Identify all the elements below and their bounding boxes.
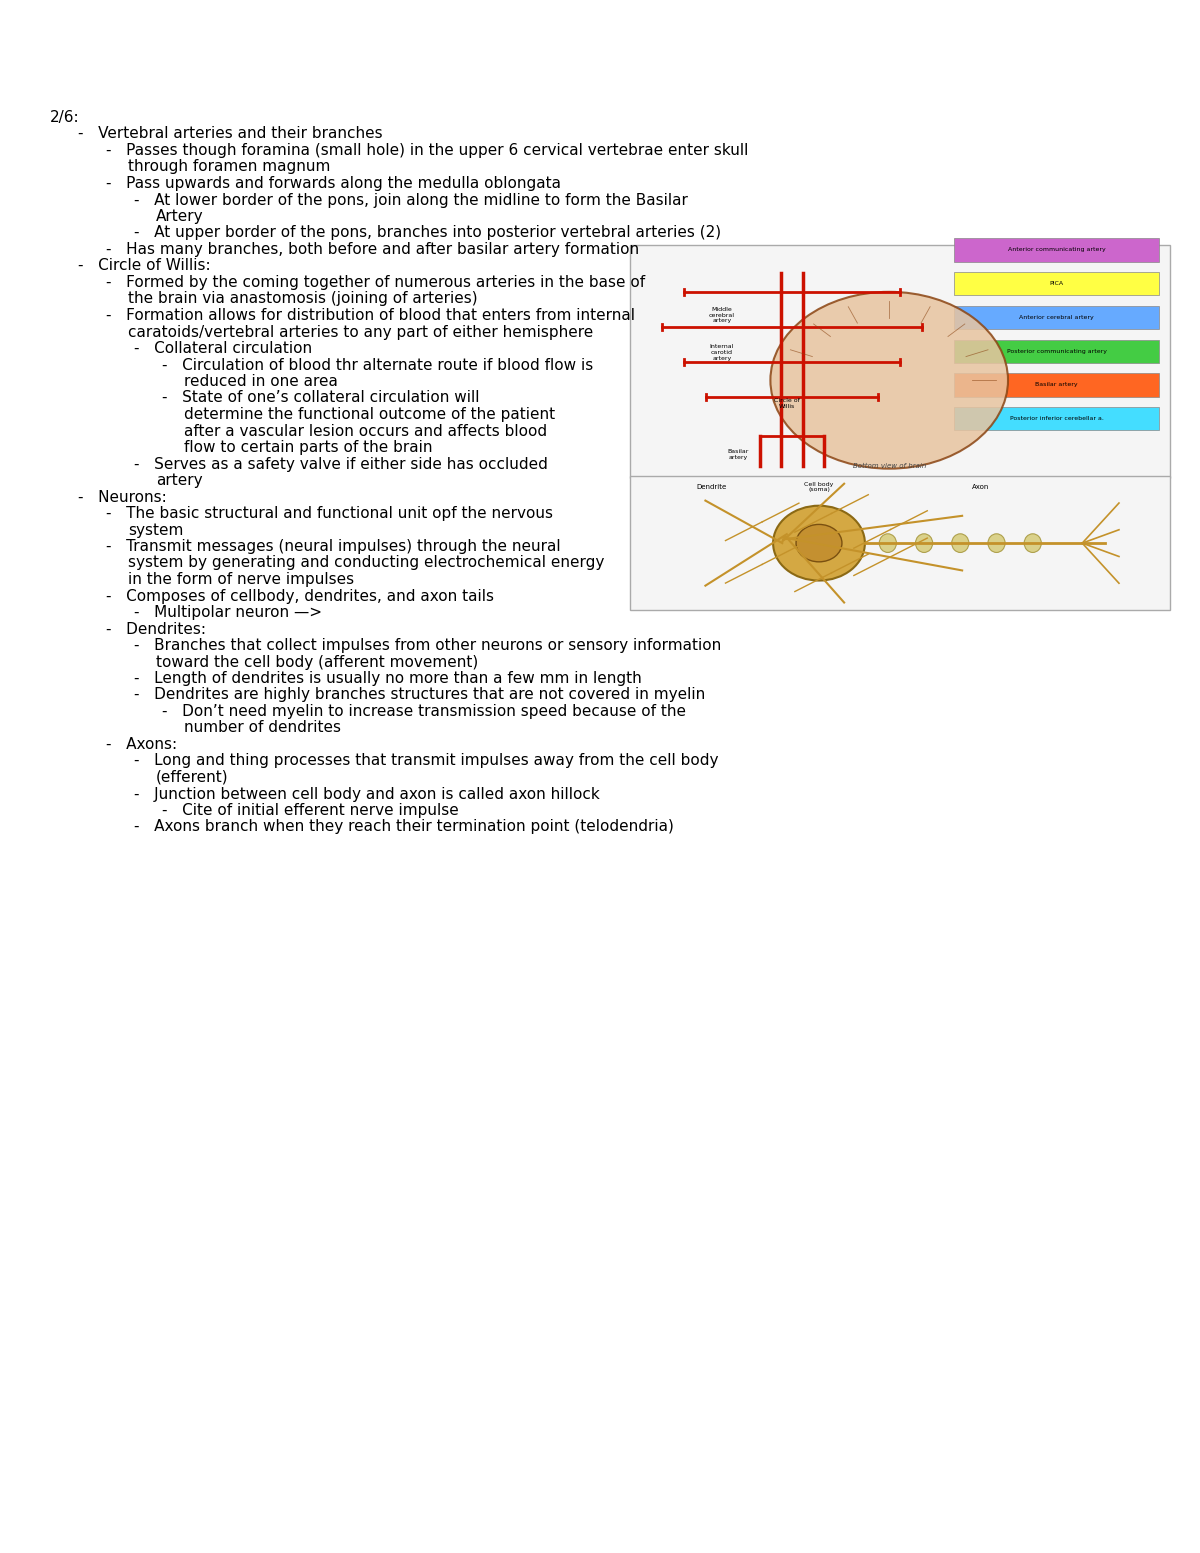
Text: Axon: Axon [972,485,990,491]
Text: Posterior inferior cerebellar a.: Posterior inferior cerebellar a. [1009,416,1104,421]
Text: -   Circle of Willis:: - Circle of Willis: [78,258,211,273]
Text: 2/6:: 2/6: [50,110,79,124]
Text: -   At upper border of the pons, branches into posterior vertebral arteries (2): - At upper border of the pons, branches … [134,225,721,241]
Text: Middle
cerebral
artery: Middle cerebral artery [709,307,734,323]
Text: Cell body
(soma): Cell body (soma) [804,481,834,492]
Text: -   Multipolar neuron —>: - Multipolar neuron —> [134,606,322,620]
FancyBboxPatch shape [954,238,1159,261]
Text: Dendrite: Dendrite [696,485,726,491]
Text: PICA: PICA [1050,281,1063,286]
Text: -   Don’t need myelin to increase transmission speed because of the: - Don’t need myelin to increase transmis… [162,704,686,719]
Text: artery: artery [156,474,203,488]
Text: Artery: Artery [156,210,204,224]
Text: -   State of one’s collateral circulation will: - State of one’s collateral circulation … [162,390,480,405]
Ellipse shape [770,292,1008,469]
Text: -   Formation allows for distribution of blood that enters from internal: - Formation allows for distribution of b… [106,307,635,323]
Text: -   At lower border of the pons, join along the midline to form the Basilar: - At lower border of the pons, join alon… [134,193,688,208]
Text: Circle of
Willis: Circle of Willis [774,398,799,408]
Ellipse shape [773,506,865,581]
Text: -   Long and thing processes that transmit impulses away from the cell body: - Long and thing processes that transmit… [134,753,719,769]
Text: Anterior communicating artery: Anterior communicating artery [1008,247,1105,253]
FancyBboxPatch shape [954,272,1159,295]
Text: Bottom view of brain: Bottom view of brain [852,463,926,469]
Text: -   Formed by the coming together of numerous arteries in the base of: - Formed by the coming together of numer… [106,275,646,290]
Text: -   Branches that collect impulses from other neurons or sensory information: - Branches that collect impulses from ot… [134,638,721,652]
Text: -   Pass upwards and forwards along the medulla oblongata: - Pass upwards and forwards along the me… [106,175,562,191]
Text: in the form of nerve impulses: in the form of nerve impulses [128,572,354,587]
Text: -   Has many branches, both before and after basilar artery formation: - Has many branches, both before and aft… [106,242,640,256]
Text: -   Dendrites:: - Dendrites: [106,621,206,637]
Text: through foramen magnum: through foramen magnum [128,160,330,174]
Text: Internal
carotid
artery: Internal carotid artery [709,345,734,360]
Text: -   Neurons:: - Neurons: [78,489,167,505]
Text: -   Axons branch when they reach their termination point (telodendria): - Axons branch when they reach their ter… [134,820,674,834]
Text: after a vascular lesion occurs and affects blood: after a vascular lesion occurs and affec… [184,424,547,438]
Ellipse shape [952,534,968,553]
Text: -   Composes of cellbody, dendrites, and axon tails: - Composes of cellbody, dendrites, and a… [106,589,494,604]
Ellipse shape [988,534,1006,553]
Ellipse shape [916,534,932,553]
Text: number of dendrites: number of dendrites [184,721,341,736]
Text: (efferent): (efferent) [156,770,229,784]
Text: reduced in one area: reduced in one area [184,374,338,388]
Text: Basilar
artery: Basilar artery [727,449,749,460]
FancyBboxPatch shape [954,373,1159,396]
Text: -   Vertebral arteries and their branches: - Vertebral arteries and their branches [78,126,383,141]
Text: -   Axons:: - Axons: [106,738,178,752]
Text: -   Dendrites are highly branches structures that are not covered in myelin: - Dendrites are highly branches structur… [134,688,706,702]
Text: the brain via anastomosis (joining of arteries): the brain via anastomosis (joining of ar… [128,292,478,306]
FancyBboxPatch shape [954,340,1159,363]
Text: -   Serves as a safety valve if either side has occluded: - Serves as a safety valve if either sid… [134,457,548,472]
Ellipse shape [1024,534,1042,553]
Text: -   Circulation of blood thr alternate route if blood flow is: - Circulation of blood thr alternate rou… [162,357,593,373]
Text: flow to certain parts of the brain: flow to certain parts of the brain [184,439,432,455]
Text: toward the cell body (afferent movement): toward the cell body (afferent movement) [156,654,479,669]
Text: -   The basic structural and functional unit opf the nervous: - The basic structural and functional un… [106,506,553,520]
Text: system by generating and conducting electrochemical energy: system by generating and conducting elec… [128,556,605,570]
Ellipse shape [880,534,896,553]
Text: system: system [128,522,184,537]
Text: Posterior communicating artery: Posterior communicating artery [1007,349,1106,354]
Text: -   Transmit messages (neural impulses) through the neural: - Transmit messages (neural impulses) th… [106,539,560,554]
FancyBboxPatch shape [954,407,1159,430]
Text: -   Passes though foramina (small hole) in the upper 6 cervical vertebrae enter : - Passes though foramina (small hole) in… [106,143,749,158]
Text: Anterior cerebral artery: Anterior cerebral artery [1019,315,1094,320]
FancyBboxPatch shape [954,306,1159,329]
Text: -   Junction between cell body and axon is called axon hillock: - Junction between cell body and axon is… [134,786,600,801]
Text: -   Length of dendrites is usually no more than a few mm in length: - Length of dendrites is usually no more… [134,671,642,686]
Text: determine the functional outcome of the patient: determine the functional outcome of the … [184,407,556,422]
Text: Basilar artery: Basilar artery [1036,382,1078,387]
FancyBboxPatch shape [630,477,1170,610]
Text: -   Collateral circulation: - Collateral circulation [134,342,312,356]
Ellipse shape [796,525,842,562]
FancyBboxPatch shape [630,245,1170,478]
Text: -   Cite of initial efferent nerve impulse: - Cite of initial efferent nerve impulse [162,803,458,818]
Text: caratoids/vertebral arteries to any part of either hemisphere: caratoids/vertebral arteries to any part… [128,325,593,340]
